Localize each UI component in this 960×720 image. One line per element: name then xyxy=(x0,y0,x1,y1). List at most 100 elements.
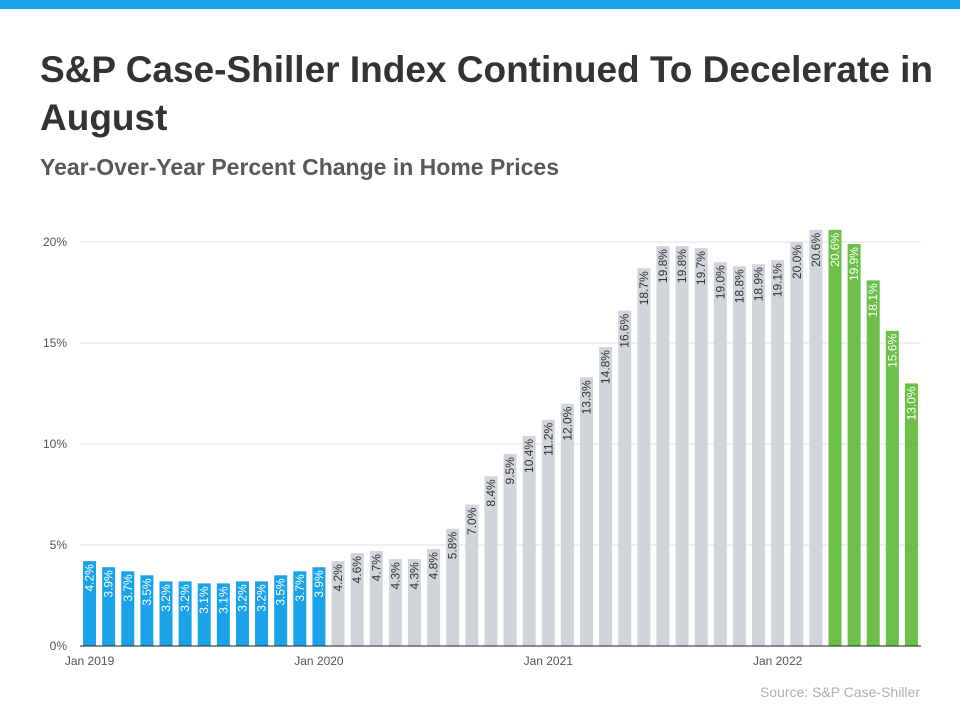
bar xyxy=(121,571,135,646)
bar-data-label: 18.7% xyxy=(637,271,651,305)
bar xyxy=(694,248,708,646)
bar xyxy=(713,262,727,646)
bar xyxy=(255,581,269,646)
bar-data-label: 16.6% xyxy=(618,313,632,347)
bar-data-label: 3.5% xyxy=(140,578,154,606)
bar-data-label: 19.8% xyxy=(675,249,689,283)
bar xyxy=(369,551,383,646)
bar-data-label: 18.9% xyxy=(752,267,766,301)
bar xyxy=(828,229,842,646)
bar xyxy=(178,581,192,646)
bar xyxy=(102,567,116,646)
bar-data-label: 15.6% xyxy=(885,334,899,368)
bar xyxy=(885,330,899,646)
bar xyxy=(465,504,479,646)
bar-data-label: 20.0% xyxy=(790,245,804,279)
bar-data-label: 11.2% xyxy=(541,422,555,455)
bar xyxy=(274,575,288,646)
bar-data-label: 10.4% xyxy=(522,439,536,473)
bar xyxy=(752,264,766,646)
bar-data-label: 3.5% xyxy=(274,578,288,606)
bar xyxy=(599,347,613,646)
y-tick-label: 10% xyxy=(43,437,67,451)
x-tick-label: Jan 2019 xyxy=(65,654,115,668)
bar xyxy=(140,575,154,646)
bar xyxy=(580,377,594,646)
bar xyxy=(407,559,421,646)
bar-data-label: 3.9% xyxy=(102,570,116,598)
bar-data-label: 3.2% xyxy=(178,584,192,612)
source-note: Source: S&P Case-Shiller xyxy=(759,684,920,700)
bar xyxy=(388,559,402,646)
bar-data-label: 20.6% xyxy=(828,233,842,267)
bar-data-label: 3.7% xyxy=(121,574,135,602)
bar-data-label: 13.3% xyxy=(580,380,594,414)
bar-data-label: 8.4% xyxy=(484,479,498,507)
bar-data-label: 19.8% xyxy=(656,249,670,283)
bar xyxy=(656,246,670,647)
bar-data-label: 13.0% xyxy=(904,386,918,420)
bar-data-label: 3.9% xyxy=(312,570,326,598)
bar xyxy=(790,242,804,646)
bar xyxy=(618,310,632,646)
bar-data-label: 3.2% xyxy=(235,584,249,612)
bar xyxy=(197,583,211,646)
bar xyxy=(904,383,918,646)
bar xyxy=(312,567,326,646)
x-tick-label: Jan 2021 xyxy=(524,654,574,668)
bar xyxy=(866,280,880,646)
bar-data-label: 4.8% xyxy=(427,552,441,580)
bar xyxy=(560,403,574,646)
bar xyxy=(331,561,345,646)
bar xyxy=(522,435,536,646)
bar-data-label: 3.2% xyxy=(255,584,269,612)
bar xyxy=(771,260,785,646)
bar-data-label: 4.2% xyxy=(83,564,97,592)
bar xyxy=(484,476,498,646)
bar xyxy=(293,571,307,646)
y-tick-label: 5% xyxy=(50,538,68,552)
y-tick-label: 0% xyxy=(50,639,68,653)
bar xyxy=(446,528,460,646)
bar-data-label: 4.2% xyxy=(331,564,345,592)
bar xyxy=(503,454,517,646)
bar-data-label: 19.0% xyxy=(713,265,727,299)
bar xyxy=(541,419,555,646)
top-accent-bar xyxy=(0,0,960,9)
bar xyxy=(732,266,746,646)
bar xyxy=(809,229,823,646)
bar-data-label: 4.3% xyxy=(407,562,421,590)
x-tick-label: Jan 2022 xyxy=(753,654,803,668)
bar-data-label: 4.6% xyxy=(350,556,364,584)
bar-data-label: 12.0% xyxy=(560,406,574,440)
y-tick-label: 15% xyxy=(43,336,67,350)
bar-data-label: 18.1% xyxy=(866,283,880,317)
bar xyxy=(159,581,173,646)
bar xyxy=(350,553,364,646)
bar-data-label: 7.0% xyxy=(465,507,479,535)
page-title: S&P Case-Shiller Index Continued To Dece… xyxy=(40,49,934,138)
bar-data-label: 19.9% xyxy=(847,247,861,281)
bar xyxy=(235,581,249,646)
bar xyxy=(637,268,651,646)
bar xyxy=(427,549,441,646)
bar-data-label: 20.6% xyxy=(809,233,823,267)
bar-data-label: 3.2% xyxy=(159,584,173,612)
y-tick-label: 20% xyxy=(43,235,67,249)
x-tick-label: Jan 2020 xyxy=(294,654,344,668)
bar-data-label: 5.8% xyxy=(446,532,460,560)
bar xyxy=(216,583,230,646)
bar-data-label: 14.8% xyxy=(599,350,613,384)
bar-data-label: 4.7% xyxy=(369,554,383,582)
bar-data-label: 4.3% xyxy=(388,562,402,590)
bar-data-label: 3.7% xyxy=(293,574,307,602)
bar-data-label: 3.1% xyxy=(216,586,230,614)
page-subtitle: Year-Over-Year Percent Change in Home Pr… xyxy=(40,154,560,180)
bar-data-label: 3.1% xyxy=(197,586,211,614)
bar-data-label: 19.7% xyxy=(694,251,708,285)
bar xyxy=(83,561,97,646)
bar xyxy=(675,246,689,647)
bar-data-label: 18.8% xyxy=(732,269,746,303)
bar-data-label: 9.5% xyxy=(503,457,517,485)
